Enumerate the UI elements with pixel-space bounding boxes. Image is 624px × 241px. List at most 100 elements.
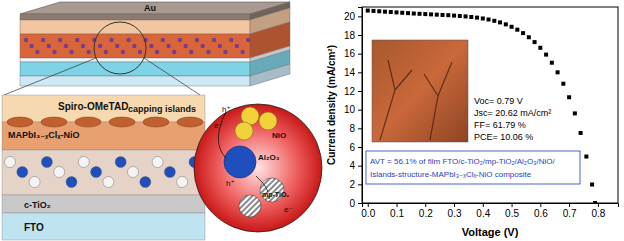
perovskite-grain bbox=[104, 50, 108, 54]
perovskite-grain bbox=[41, 38, 45, 42]
perovskite-grain bbox=[172, 50, 176, 54]
charge-path bbox=[218, 112, 226, 158]
tick-label: 16 bbox=[344, 48, 356, 59]
tick-mark bbox=[358, 166, 362, 167]
axis-line bbox=[358, 8, 363, 204]
perovskite-grain bbox=[126, 38, 130, 42]
al2o3-sphere bbox=[91, 167, 102, 178]
tick-label: 2 bbox=[349, 179, 355, 190]
annotation: PCE= 10.06 % bbox=[474, 132, 533, 142]
layer-front bbox=[20, 58, 250, 62]
perovskite-grain bbox=[178, 38, 182, 42]
caption-frame bbox=[366, 151, 580, 184]
photo-branches bbox=[380, 60, 452, 140]
data-point bbox=[366, 9, 370, 13]
tick: 4 bbox=[349, 160, 362, 171]
carrier-label: e⁻ bbox=[214, 121, 223, 130]
capping-island bbox=[143, 117, 169, 127]
inset-layer bbox=[2, 122, 205, 150]
chart: 0.00.10.20.30.40.50.60.70.80246810121416… bbox=[326, 7, 619, 238]
tick-mark bbox=[483, 203, 484, 207]
inset-label: FTO bbox=[24, 222, 44, 233]
perovskite-grain bbox=[161, 38, 165, 42]
data-point bbox=[487, 18, 491, 22]
tick: 14 bbox=[344, 67, 362, 78]
figure: AuSpiro-OMeTADMAPbI₃₋ₓClₓ-NiOcapping isl… bbox=[0, 0, 624, 241]
data-point bbox=[538, 46, 542, 50]
perovskite-grain bbox=[246, 38, 250, 42]
perovskite-grain bbox=[166, 44, 170, 48]
data-point bbox=[556, 70, 560, 74]
particle-label: mp-TiO₂ bbox=[262, 191, 289, 199]
carrier-label: e⁻ bbox=[284, 205, 293, 214]
perovskite-grain bbox=[132, 44, 136, 48]
tick: 0.7 bbox=[563, 203, 577, 219]
particle-label: Al₂O₃ bbox=[258, 153, 280, 162]
capping-island bbox=[7, 117, 33, 127]
data-point bbox=[590, 183, 594, 187]
tio2-sphere bbox=[128, 167, 139, 178]
tick-label: 10 bbox=[344, 104, 356, 115]
al2o3-sphere bbox=[164, 167, 175, 178]
particle-zoom: NiOAl₂O₃mp-TiO₂h⁺e⁻h⁺e⁻ bbox=[194, 104, 322, 232]
tick-mark bbox=[397, 203, 398, 207]
tick: 10 bbox=[344, 104, 362, 115]
layer-front bbox=[20, 34, 250, 58]
tick-mark bbox=[358, 128, 362, 129]
data-point bbox=[579, 131, 583, 135]
data-point bbox=[567, 95, 571, 99]
perovskite-grain bbox=[229, 38, 233, 42]
caption-line: AVT = 56.1% of film FTO/c-TiO₂/mp-TiO₂/A… bbox=[370, 157, 555, 166]
tick-label: 0.8 bbox=[591, 208, 605, 219]
data-point bbox=[423, 12, 427, 16]
perovskite-grain bbox=[138, 50, 142, 54]
perovskite-grain bbox=[115, 44, 119, 48]
tick: 16 bbox=[344, 48, 362, 59]
al2o3-sphere bbox=[224, 146, 256, 178]
tick: 0.3 bbox=[448, 203, 462, 219]
inset-label: Spiro-OMeTAD bbox=[58, 101, 128, 112]
perovskite-grain bbox=[87, 50, 91, 54]
data-point bbox=[561, 82, 565, 86]
tick-mark bbox=[512, 203, 513, 207]
perovskite-grain bbox=[98, 44, 102, 48]
zoom-circle bbox=[194, 104, 322, 232]
perovskite-grain bbox=[206, 50, 210, 54]
tick-label: 0.6 bbox=[534, 208, 548, 219]
tick-mark bbox=[358, 203, 362, 204]
particle-label: NiO bbox=[272, 131, 286, 140]
photo-inset bbox=[372, 40, 468, 142]
data-point bbox=[400, 11, 404, 15]
layer-top-face bbox=[20, 2, 290, 14]
tick-mark bbox=[358, 16, 362, 17]
perovskite-grain bbox=[35, 50, 39, 54]
x-axis-title: Voltage (V) bbox=[462, 226, 519, 238]
y-axis: 02468101214161820 bbox=[344, 8, 363, 209]
perovskite-grain bbox=[121, 50, 125, 54]
tio2-sphere bbox=[103, 177, 114, 188]
photo bbox=[372, 40, 468, 142]
tick: 18 bbox=[344, 30, 362, 41]
tick-label: 0 bbox=[349, 198, 355, 209]
perovskite-grain bbox=[195, 38, 199, 42]
tick-label: 0.1 bbox=[390, 208, 404, 219]
tick-mark bbox=[368, 203, 369, 207]
data-point bbox=[527, 35, 531, 39]
tio2-sphere bbox=[29, 177, 40, 188]
data-point bbox=[521, 31, 525, 35]
data-point bbox=[446, 13, 450, 17]
perovskite-grain bbox=[81, 44, 85, 48]
tick-mark bbox=[358, 91, 362, 92]
layer-front bbox=[20, 76, 250, 86]
data-point bbox=[550, 61, 554, 65]
tick: 0.1 bbox=[390, 203, 404, 219]
tick-mark bbox=[358, 110, 362, 111]
perovskite-grain bbox=[183, 44, 187, 48]
data-point bbox=[395, 10, 399, 14]
data-point bbox=[533, 40, 537, 44]
tick: 0.4 bbox=[476, 203, 490, 219]
al2o3-sphere bbox=[66, 177, 77, 188]
tick-mark bbox=[358, 54, 362, 55]
perovskite-grain bbox=[69, 50, 73, 54]
zoom-line bbox=[4, 58, 96, 95]
